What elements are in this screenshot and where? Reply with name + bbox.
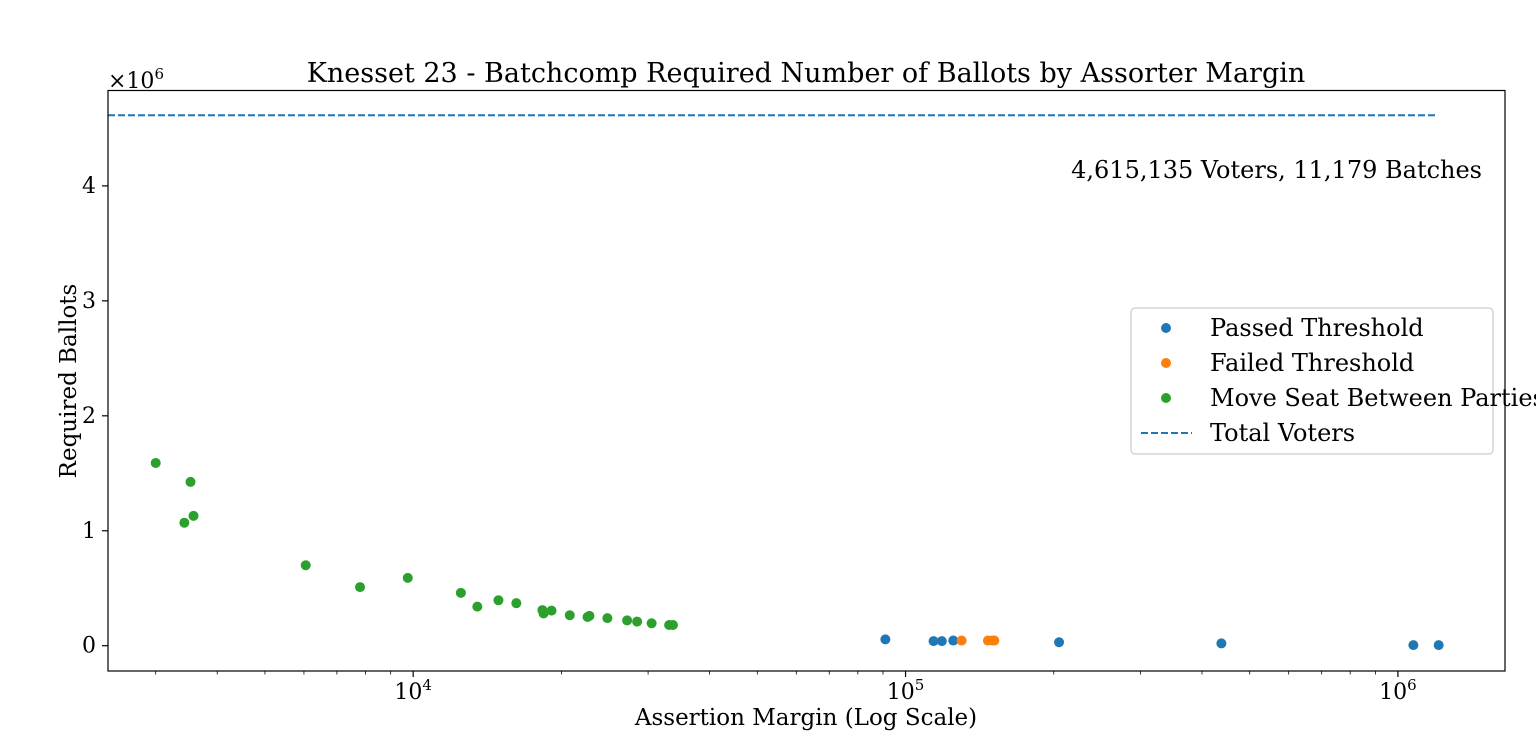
- data-point: [564, 610, 575, 621]
- series-1: [956, 635, 1000, 646]
- y-tick-label: 1: [82, 519, 96, 544]
- y-multiplier: ×106: [108, 65, 164, 94]
- legend-marker: [1161, 323, 1171, 333]
- x-tick-label: 104: [394, 676, 432, 705]
- data-point: [667, 620, 678, 631]
- data-point: [493, 595, 504, 606]
- data-point: [602, 613, 613, 624]
- y-axis: 0 1 2 3 4: [82, 174, 108, 659]
- data-point: [989, 635, 1000, 646]
- y-multiplier-base: ×10: [108, 69, 154, 94]
- y-tick-label: 4: [82, 174, 96, 199]
- data-point: [880, 634, 891, 645]
- y-tick-label: 3: [82, 289, 96, 314]
- data-point: [1054, 637, 1065, 648]
- data-point: [622, 615, 633, 626]
- plot-area: [108, 114, 1444, 651]
- y-tick-label: 2: [82, 404, 96, 429]
- data-point: [1433, 640, 1444, 651]
- data-point: [402, 572, 413, 583]
- y-tick-label: 0: [82, 634, 96, 659]
- y-axis-label: Required Ballots: [56, 284, 82, 479]
- data-point: [511, 598, 522, 609]
- legend-label: Failed Threshold: [1210, 349, 1414, 377]
- series-2: [150, 457, 678, 631]
- legend: Passed Threshold Failed Threshold Move Sea…: [1130, 307, 1536, 455]
- legend-marker: [1161, 358, 1171, 368]
- data-point: [1216, 638, 1227, 649]
- data-point: [538, 608, 549, 619]
- legend-label: Total Voters: [1210, 419, 1355, 447]
- data-point: [936, 636, 947, 647]
- svg-text:×106: ×106: [108, 65, 164, 94]
- voters-annotation: 4,615,135 Voters, 11,179 Batches: [1071, 156, 1482, 184]
- data-point: [150, 457, 161, 468]
- data-point: [546, 605, 557, 616]
- legend-marker: [1161, 393, 1171, 403]
- data-point: [472, 601, 483, 612]
- data-point: [455, 587, 466, 598]
- x-axis-label: Assertion Margin (Log Scale): [634, 705, 977, 731]
- y-multiplier-exponent: 6: [154, 65, 164, 83]
- data-point: [948, 635, 959, 646]
- data-point: [646, 618, 657, 629]
- legend-label: Move Seat Between Parties: [1210, 384, 1536, 412]
- series-0: [880, 634, 1444, 651]
- legend-label: Passed Threshold: [1210, 314, 1424, 342]
- data-point: [355, 582, 366, 593]
- x-tick-label: 106: [1379, 676, 1417, 705]
- data-point: [928, 636, 939, 647]
- data-point: [185, 476, 196, 487]
- data-point: [179, 517, 190, 528]
- data-point: [300, 560, 311, 571]
- data-point: [632, 616, 643, 627]
- legend-frame: [1130, 307, 1494, 455]
- data-point: [188, 510, 199, 521]
- data-point: [1408, 640, 1419, 651]
- chart-title: Knesset 23 - Batchcomp Required Number o…: [307, 58, 1306, 89]
- data-point: [584, 610, 595, 621]
- x-axis: 104 105 106: [155, 671, 1417, 705]
- data-point: [956, 635, 967, 646]
- x-tick-label: 105: [887, 676, 925, 705]
- plot-frame: [107, 89, 1506, 672]
